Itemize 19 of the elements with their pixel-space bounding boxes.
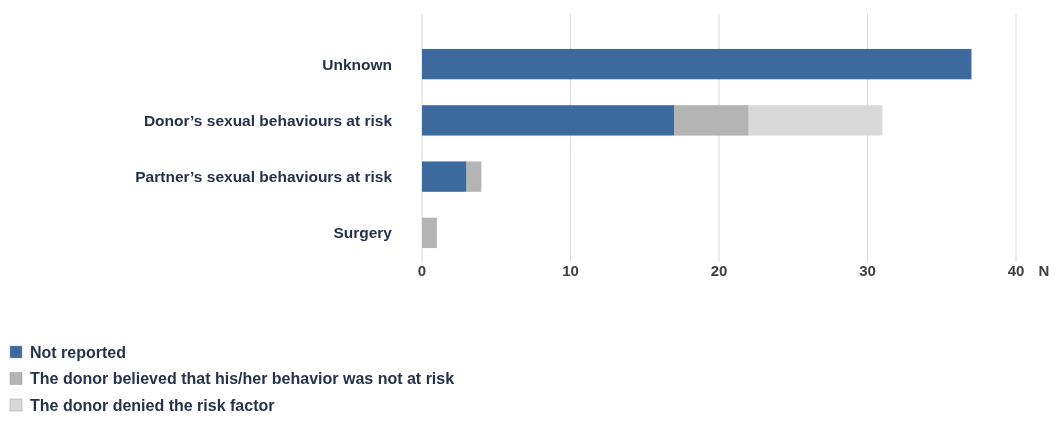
y-tick-label: Unknown xyxy=(322,55,392,73)
bar xyxy=(674,105,749,136)
bar xyxy=(466,161,482,192)
y-tick-label: Donor’s sexual behaviours at risk xyxy=(143,111,393,129)
x-tick-label: 30 xyxy=(859,262,876,279)
y-tick-label: Partner’s sexual behaviours at risk xyxy=(135,168,393,186)
bar xyxy=(422,105,675,136)
legend-label: The donor denied the risk factor xyxy=(30,396,275,414)
x-tick-label: 20 xyxy=(710,262,728,279)
bar xyxy=(422,161,467,192)
x-tick-label: 0 xyxy=(417,262,427,279)
x-tick-label: 40 xyxy=(1007,262,1025,279)
x-tick-label: 10 xyxy=(562,262,579,279)
legend-label: The donor believed that his/her behavior was not at risk xyxy=(30,370,455,388)
legend-label: Not reported xyxy=(30,343,126,361)
bar xyxy=(422,217,437,249)
y-tick-label: Surgery xyxy=(333,224,393,242)
bar xyxy=(422,48,972,80)
x-axis-title: N xyxy=(1038,262,1050,279)
